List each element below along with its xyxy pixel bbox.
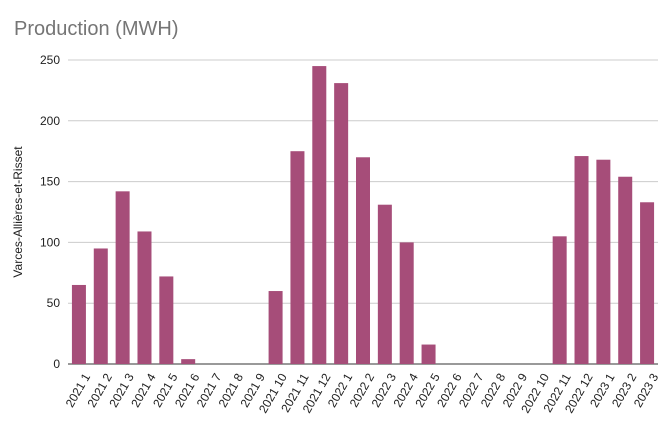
bar (377, 204, 392, 364)
bar (268, 291, 283, 364)
y-tick-label: 250 (40, 53, 60, 67)
bar (181, 359, 196, 364)
bars (71, 66, 655, 364)
y-tick-label: 150 (40, 175, 60, 189)
y-axis-label: Varces-Allières-et-Risset (11, 146, 25, 278)
y-tick-label: 100 (40, 235, 60, 249)
bar (159, 276, 174, 364)
bar (421, 344, 436, 364)
y-tick-label: 0 (53, 357, 60, 371)
bar (312, 66, 327, 364)
bar (596, 159, 611, 364)
y-tick-label: 50 (47, 296, 61, 310)
bar (93, 248, 108, 364)
y-axis-ticks: 0 50 100 150 200 250 (40, 53, 60, 371)
chart-title: Production (MWH) (14, 18, 179, 40)
bar (552, 236, 567, 364)
bar (137, 231, 152, 364)
bar (356, 157, 370, 364)
bar (115, 191, 130, 364)
bar (399, 242, 414, 364)
bar (71, 284, 86, 364)
bar (290, 151, 305, 364)
bar (618, 176, 633, 364)
bar (574, 156, 589, 364)
bar (334, 83, 349, 364)
y-tick-label: 200 (40, 114, 60, 128)
bar (640, 202, 655, 364)
